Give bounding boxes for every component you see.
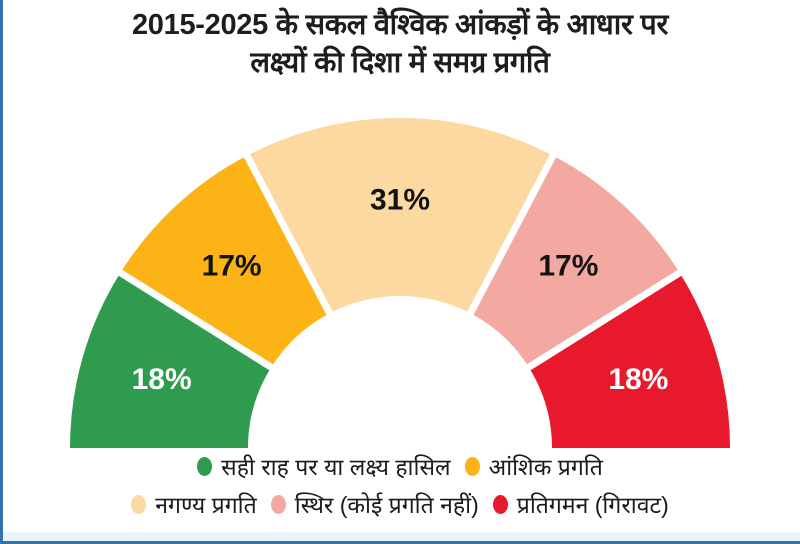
segment-value-label-4: 18% [608,363,668,396]
segment-separator-0 [115,267,277,373]
legend-item-1: आंशिक प्रगति [464,450,603,482]
legend-dot-icon [197,456,213,476]
legend-item-0: सही राह पर या लक्ष्य हासिल [197,450,451,482]
legend-item-4: प्रतिगमन (गिरावट) [492,488,669,520]
segment-separator-3 [523,267,685,373]
donut-segment-1 [120,155,330,368]
legend-row-2: नगण्य प्रगति स्थिर (कोई प्रगति नहीं) प्रति… [131,488,669,520]
legend-item-2: नगण्य प्रगति [131,488,257,520]
bottom-border-accent [0,541,800,544]
legend-item-3: स्थिर (कोई प्रगति नहीं) [270,488,479,520]
segment-value-label-3: 17% [538,249,598,282]
donut-segment-3 [470,155,680,368]
donut-segment-4 [528,272,730,448]
segment-value-label-0: 18% [132,363,192,396]
legend-label: सही राह पर या लक्ष्य हासिल [221,454,451,480]
half-donut-chart: 18% 17% 31% 17% 18% [70,118,730,448]
chart-legend: सही राह पर या लक्ष्य हासिल आंशिक प्रगति नग… [0,450,800,520]
segment-value-label-2: 31% [370,184,430,217]
legend-dot-icon [270,494,286,514]
segment-separator-1 [242,150,335,319]
legend-dot-icon [464,456,480,476]
legend-label: आंशिक प्रगति [488,454,603,480]
segment-value-label-1: 17% [202,249,262,282]
chart-title-line1: 2015-2025 के सकल वैश्विक आंकड़ों के आधार… [131,9,669,41]
legend-label: प्रतिगमन (गिरावट) [516,492,669,518]
left-border-accent [0,0,3,544]
legend-label: नगण्य प्रगति [155,492,257,518]
chart-title: 2015-2025 के सकल वैश्विक आंकड़ों के आधार… [20,6,780,82]
donut-segment-2 [246,118,554,314]
segment-separator-2 [465,150,558,319]
bottom-strip [3,532,800,541]
legend-dot-icon [492,494,508,514]
legend-dot-icon [131,494,147,514]
legend-label: स्थिर (कोई प्रगति नहीं) [294,492,479,518]
legend-row-1: सही राह पर या लक्ष्य हासिल आंशिक प्रगति [197,450,603,482]
donut-segment-0 [70,272,272,448]
chart-title-line2: लक्ष्यों की दिशा में समग्र प्रगति [250,47,550,79]
